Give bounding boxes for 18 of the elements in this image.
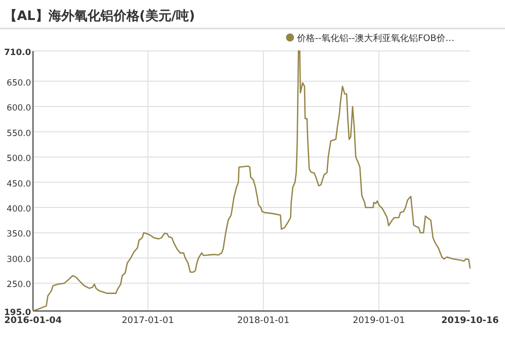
y-tick-label: 350.0 (6, 230, 31, 240)
chart-title: 【AL】海外氧化铝价格(美元/吨) (4, 8, 195, 24)
y-tick-label: 500.0 (6, 154, 31, 164)
line-series (32, 50, 471, 312)
x-tick-label: 2019-01-01 (352, 316, 406, 326)
y-tick-label: 250.0 (6, 280, 31, 290)
y-tick-label: 600.0 (6, 104, 31, 114)
y-tick-label: 710.0 (4, 48, 32, 58)
y-tick-label: 400.0 (6, 204, 31, 215)
x-tick-label: 2017-01-01 (122, 316, 174, 326)
y-tick-label: 650.0 (6, 78, 31, 88)
y-tick-label: 550.0 (6, 128, 31, 139)
y-tick-label: 300.0 (6, 254, 31, 265)
y-tick-label: 450.0 (6, 179, 31, 190)
x-tick-label: 2018-01-01 (237, 316, 290, 326)
legend: 价格--氧化铝--澳大利亚氧化铝FOB价… (286, 34, 454, 44)
x-tick-label: 2016-01-04 (4, 316, 62, 326)
x-tick-label: 2019-10-16 (441, 316, 499, 326)
